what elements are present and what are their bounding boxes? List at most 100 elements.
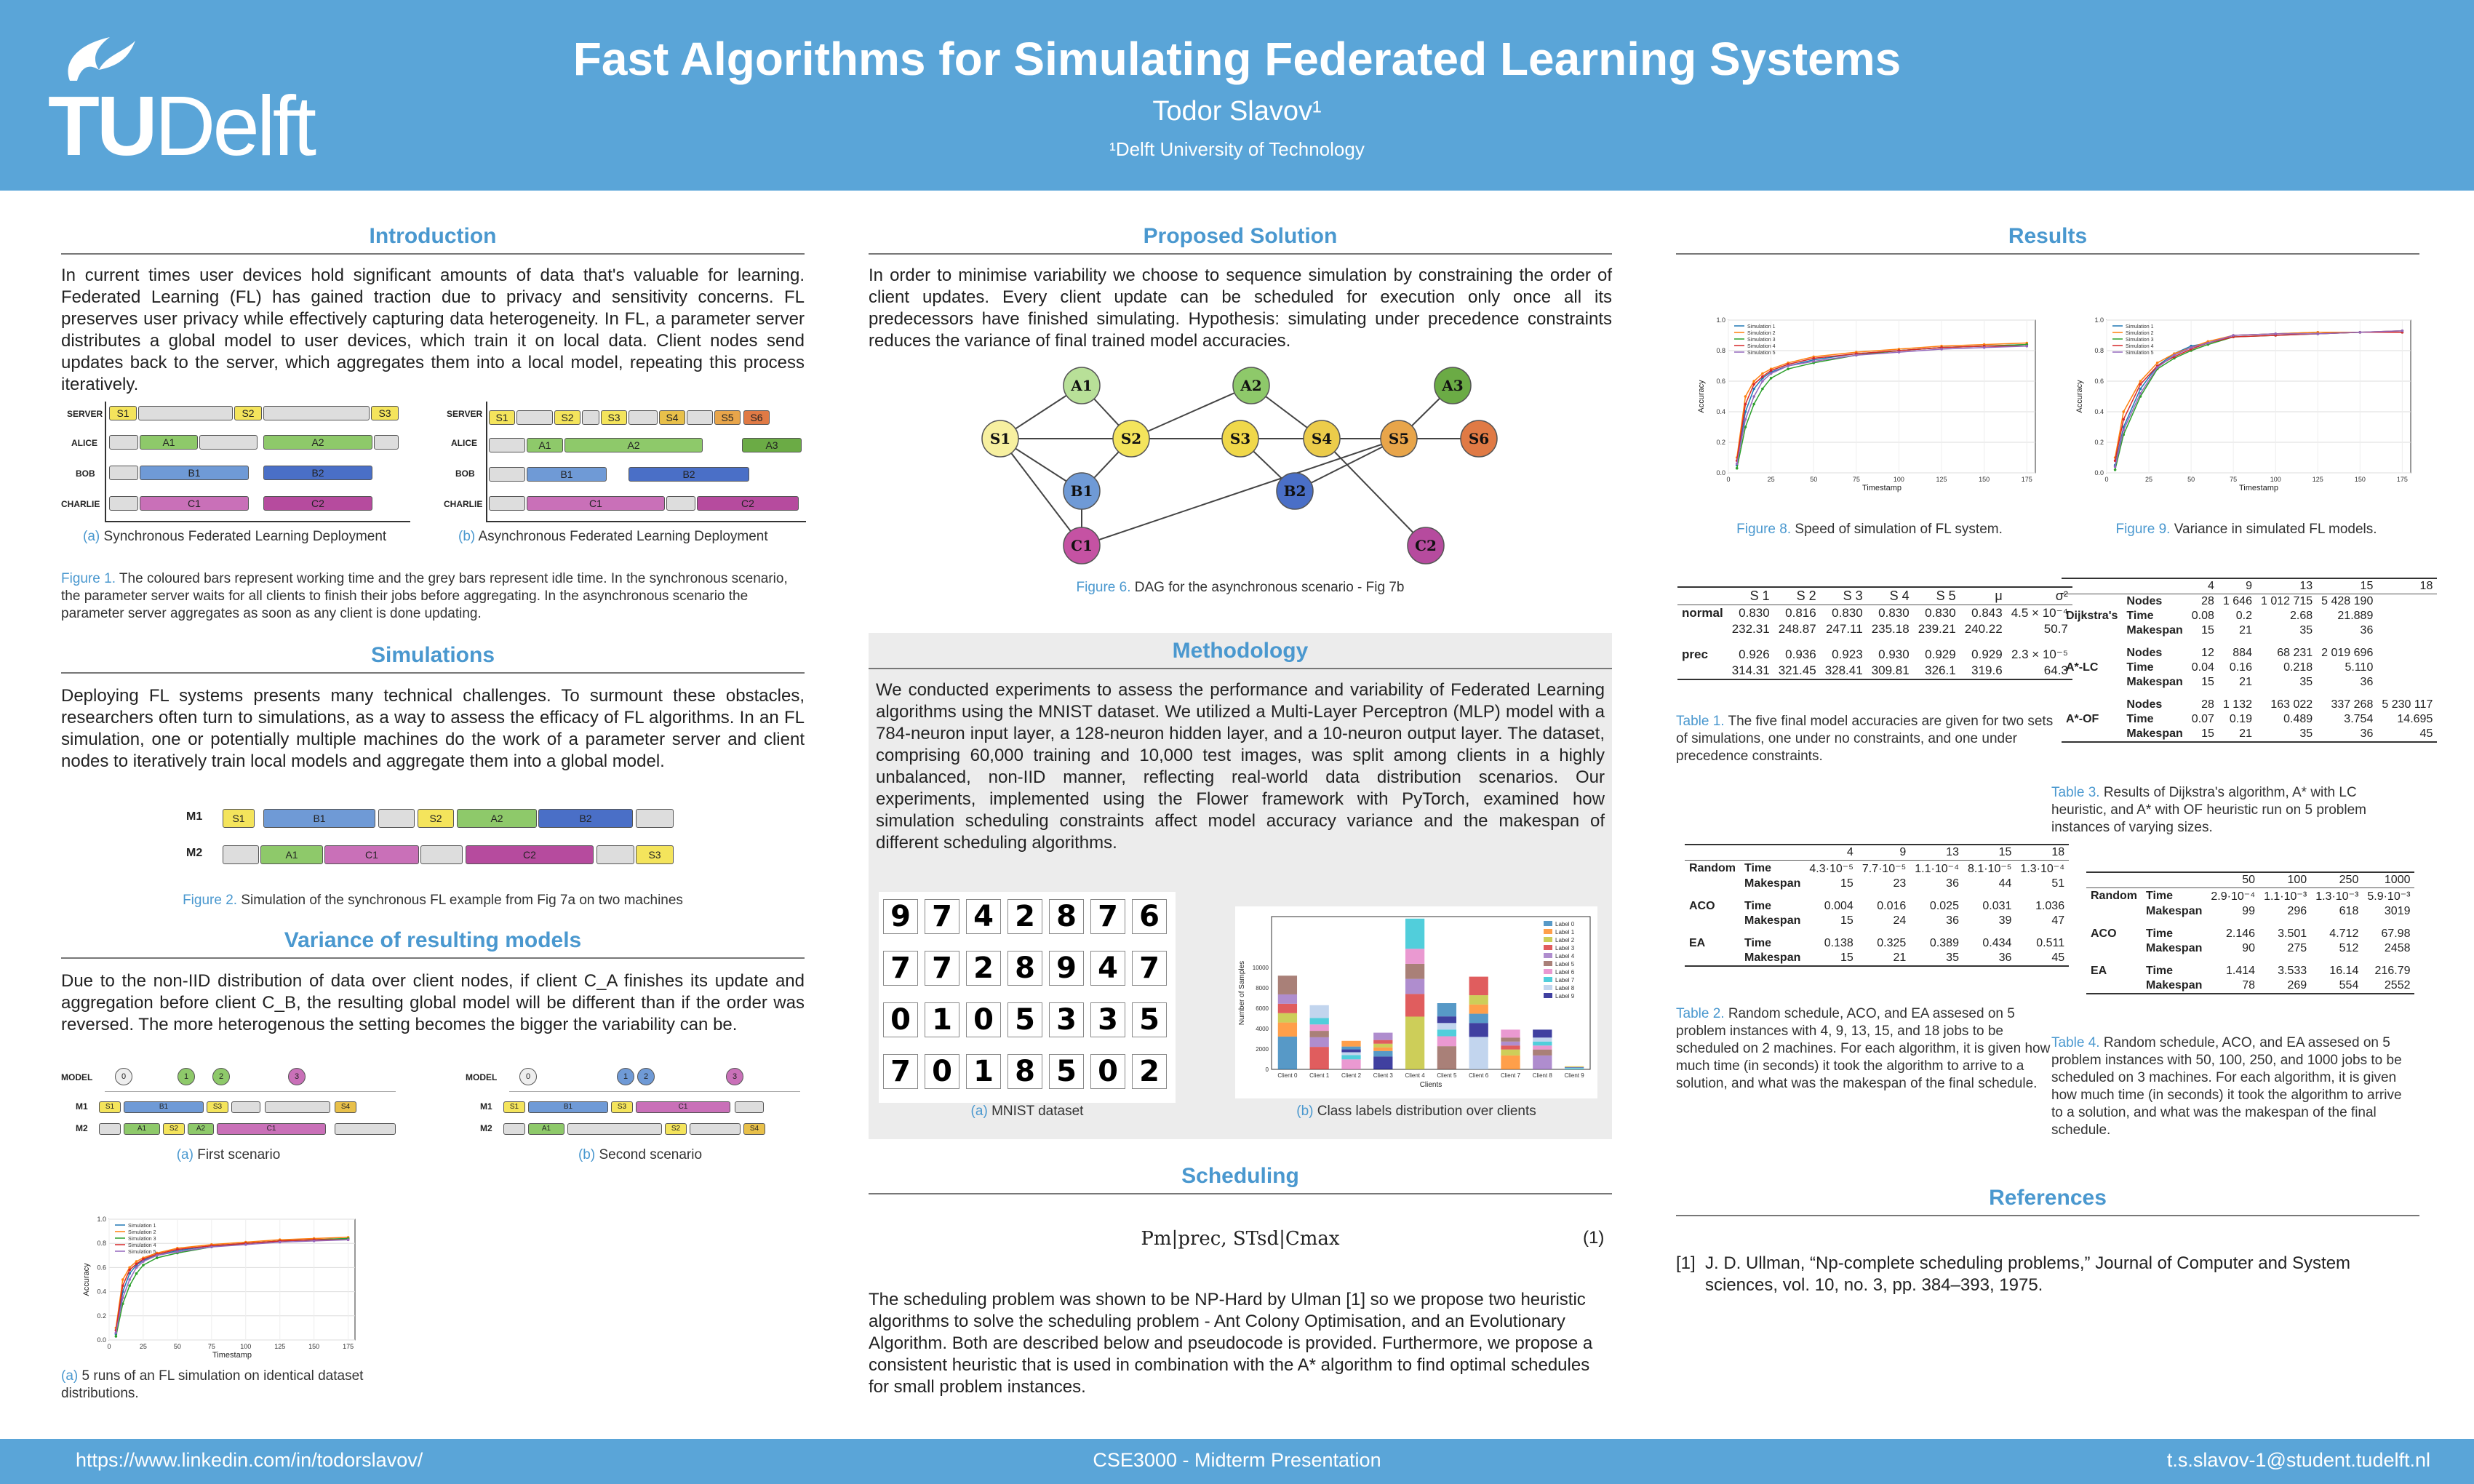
stacked-bar-segment [1341,1049,1361,1053]
column-header: S 5 [1913,587,1960,605]
mnist-digit: 8 [1049,899,1084,934]
table-cell: 0.830 [1878,606,1910,620]
figure1-caption: Figure 1. The coloured bars represent wo… [61,571,788,621]
row-group-label [2062,594,2122,610]
linkedin-link[interactable]: https://www.linkedin.com/in/todorslavov/ [76,1449,423,1471]
legend-label: Simulation 1 [1747,324,1776,330]
legend-swatch [1544,985,1552,990]
legend-label: Simulation 2 [1747,331,1776,336]
legend-label: Label 5 [1555,961,1575,968]
data-point [2139,392,2142,395]
dag-node-label: A1 [1070,377,1092,394]
series-line [115,1239,348,1331]
column-header: 9 [1857,845,1911,861]
legend-swatch [1544,977,1552,982]
table-cell: 326.1 [1925,663,1956,677]
table-cell: 0.489 [2283,713,2313,725]
row-group-label [2086,978,2142,994]
stacked-bar-segment [1341,1040,1361,1047]
affiliation: ¹Delft University of Technology [1109,138,1365,160]
legend-swatch [1544,937,1552,942]
reference-number: [1] [1676,1253,1696,1273]
table-cell: 36 [1946,877,1959,890]
scheduling-formula: Pm|prec, STsd|Cmax [1141,1228,1340,1250]
dag-node-label: C2 [1415,537,1437,554]
row-label-server: SERVER [67,409,103,419]
legend-label: Simulation 4 [2126,344,2154,349]
variance-plot-caption: (a) 5 runs of an FL simulation on identi… [61,1368,364,1401]
mnist-digit: 9 [883,899,918,934]
data-point [2122,410,2126,413]
data-point [244,1243,247,1246]
y-tick-label: 0.4 [2094,408,2104,415]
x-tick-label: 150 [1979,476,1990,483]
table-cell: 0.830 [1925,606,1956,620]
stacked-bar-segment [1405,994,1425,1017]
intro-text: In current times user devices hold signi… [61,266,805,394]
legend-label: Label 4 [1555,953,1575,960]
table-cell: 2.68 [2290,610,2313,622]
dag-edge [999,438,1082,546]
row-group-label [2062,675,2122,690]
data-point [176,1250,179,1253]
stacked-bar-segment [1501,1041,1520,1046]
data-point [2139,383,2142,386]
x-tick-label: Client 7 [1501,1072,1521,1079]
stacked-bar-segment [1405,949,1425,964]
table-cell: 1 132 [2222,698,2252,711]
table-cell: 0.031 [1982,900,2012,912]
table-cell: 5.9·10⁻³ [2367,890,2411,903]
column-header: 50 [2206,872,2260,888]
stacked-bar-segment [1277,976,1298,994]
row-label: Makespan [2146,942,2203,954]
row-label: Time [1744,862,1772,874]
x-tick-label: 125 [2313,476,2323,483]
table-cell: 1 646 [2222,595,2252,607]
table-cell: 328.41 [1824,663,1863,677]
table-cell: 16.14 [2329,965,2359,977]
table-cell: 0.434 [1982,937,2012,949]
model-label: MODEL [466,1072,498,1082]
footer: https://www.linkedin.com/in/todorslavov/… [0,1439,2474,1484]
row-group-label: EA [2091,965,2107,977]
data-point [128,1266,131,1269]
row-group-label [1685,877,1740,891]
stacked-bar-segment [1341,1046,1361,1050]
data-point [210,1245,213,1248]
data-point [2122,418,2126,421]
row-group-label: Random [2091,890,2137,902]
dag-node-label: S3 [1230,430,1250,447]
x-tick-label: 0 [1726,476,1730,483]
mnist-digit: 0 [883,1002,918,1037]
header: TUDelft Fast Algorithms for Simulating F… [0,0,2474,191]
email-link[interactable]: t.s.slavov-1@student.tudelft.nl [2166,1449,2430,1471]
stacked-bar-segment [1309,1031,1329,1037]
table-cell: 2.146 [2226,928,2256,940]
table-cell [2377,638,2437,661]
table-cell: 2 019 696 [2321,647,2374,659]
table-cell: 1.1·10⁻⁴ [1915,863,1959,875]
data-point [114,1335,118,1338]
table2-caption: Table 2. Random schedule, ACO, and EA as… [1676,1006,2051,1091]
stacked-bar-segment [1564,1067,1584,1069]
row-group-label: A*-OF [2066,713,2099,725]
logo-delft: Delft [154,79,317,173]
row-label: Time [2146,928,2174,940]
stacked-bar-segment [1309,1024,1329,1032]
legend-label: Simulation 2 [2126,331,2154,336]
y-tick-label: 0.4 [97,1288,106,1296]
x-tick-label: Client 6 [1469,1072,1489,1079]
table-cell: 4.712 [2329,928,2359,940]
fig2-two-machine-gantt: M1 M2 S1 B1 S2 A2 B2 A1 C1 C2 S3 [182,805,677,870]
table-cell: 232.31 [1731,622,1770,636]
table-cell: 21 [2239,676,2252,688]
table-cell: 1.036 [2035,900,2065,912]
table-cell [2377,675,2437,690]
row-label: Time [2146,890,2174,902]
methodology-text: We conducted experiments to assess the p… [876,680,1605,853]
y-axis-label: Accuracy [1697,380,1706,413]
table-cell: 248.87 [1778,622,1816,636]
mnist-digit: 2 [1132,1054,1167,1089]
legend-label: Label 7 [1555,977,1575,984]
data-point [1855,354,1858,357]
